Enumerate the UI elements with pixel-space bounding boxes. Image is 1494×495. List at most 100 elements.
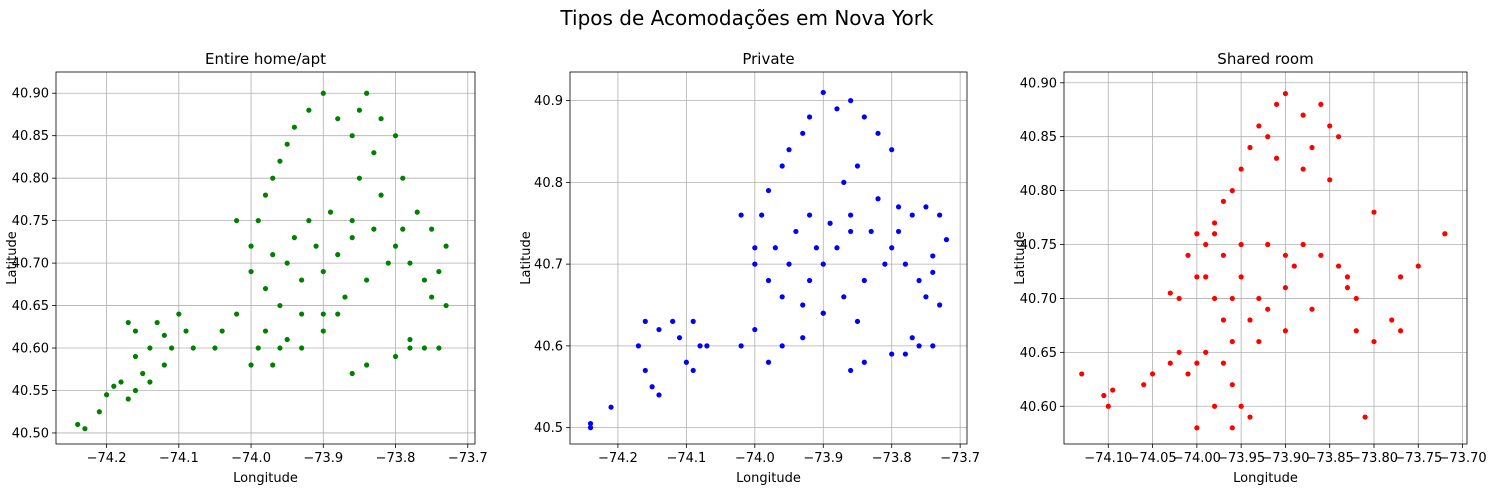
data-point bbox=[882, 261, 888, 267]
data-point bbox=[1265, 241, 1271, 248]
x-tick-label: −73.85 bbox=[1306, 451, 1354, 466]
data-point bbox=[820, 310, 826, 316]
data-point bbox=[697, 343, 703, 349]
data-point bbox=[436, 268, 442, 275]
data-point bbox=[320, 328, 326, 334]
data-point bbox=[1397, 328, 1404, 334]
data-point bbox=[827, 220, 833, 226]
data-point bbox=[800, 302, 806, 308]
data-point bbox=[335, 116, 341, 122]
data-point bbox=[656, 326, 662, 333]
data-point bbox=[676, 335, 683, 341]
y-tick-label: 40.9 bbox=[534, 94, 563, 109]
y-tick-label: 40.75 bbox=[1020, 238, 1057, 253]
data-point bbox=[1265, 306, 1271, 312]
data-point bbox=[848, 98, 854, 104]
data-point bbox=[132, 387, 139, 394]
data-point bbox=[421, 277, 428, 283]
y-axis-label: Latitude bbox=[519, 231, 534, 285]
y-tick-label: 40.50 bbox=[12, 426, 49, 441]
y-tick-label: 40.60 bbox=[12, 342, 49, 357]
data-point bbox=[262, 192, 269, 198]
data-point bbox=[140, 370, 146, 377]
x-tick-label: −73.7 bbox=[448, 451, 488, 466]
data-point bbox=[212, 345, 218, 351]
x-tick-label: −74.1 bbox=[666, 451, 706, 466]
data-point bbox=[779, 163, 785, 169]
data-point bbox=[392, 133, 399, 139]
data-point bbox=[407, 336, 413, 343]
data-point bbox=[161, 332, 167, 338]
y-tick-label: 40.5 bbox=[534, 421, 563, 436]
data-point bbox=[349, 370, 355, 377]
data-point bbox=[443, 302, 449, 309]
data-point bbox=[255, 218, 261, 224]
y-axis-label: Latitude bbox=[5, 231, 20, 285]
data-point bbox=[183, 328, 189, 334]
data-point bbox=[1300, 166, 1306, 172]
y-tick-label: 40.60 bbox=[1020, 400, 1057, 415]
data-point bbox=[704, 343, 710, 349]
data-point bbox=[909, 335, 915, 341]
data-point bbox=[1211, 231, 1218, 237]
data-point bbox=[642, 318, 648, 324]
data-point bbox=[752, 326, 758, 333]
data-point bbox=[1211, 295, 1218, 302]
data-point bbox=[868, 228, 874, 235]
x-tick-label: −73.9 bbox=[303, 451, 343, 466]
data-point bbox=[1229, 338, 1235, 345]
data-point bbox=[429, 294, 435, 300]
data-point bbox=[291, 124, 297, 130]
x-tick-label: −74.0 bbox=[735, 451, 775, 466]
x-tick-label: −74.05 bbox=[1129, 451, 1177, 466]
data-point bbox=[219, 328, 225, 334]
data-point bbox=[793, 228, 799, 235]
data-point bbox=[1220, 198, 1227, 204]
data-point bbox=[255, 345, 261, 351]
data-point bbox=[364, 277, 370, 283]
data-point bbox=[1327, 123, 1333, 129]
data-point bbox=[277, 302, 283, 309]
y-tick-label: 40.65 bbox=[1020, 346, 1057, 361]
data-point bbox=[96, 409, 102, 415]
data-point bbox=[1247, 144, 1253, 151]
data-point bbox=[889, 351, 895, 357]
data-point bbox=[168, 345, 175, 351]
data-point bbox=[392, 243, 399, 249]
data-point bbox=[861, 114, 867, 120]
data-point bbox=[1194, 360, 1200, 366]
data-point bbox=[1176, 349, 1182, 355]
data-point bbox=[400, 175, 406, 181]
x-tick-label: −74.1 bbox=[159, 451, 199, 466]
data-point bbox=[683, 359, 689, 365]
data-point bbox=[125, 396, 131, 402]
data-point bbox=[103, 392, 110, 398]
y-tick-label: 40.6 bbox=[534, 339, 563, 354]
data-point bbox=[125, 319, 131, 326]
subplot-title: Entire home/apt bbox=[205, 50, 326, 68]
data-point bbox=[313, 243, 319, 249]
data-point bbox=[349, 218, 355, 224]
data-point bbox=[1167, 360, 1173, 366]
data-point bbox=[443, 243, 449, 249]
data-point bbox=[608, 404, 614, 410]
data-point bbox=[364, 90, 370, 96]
x-tick-label: −73.95 bbox=[1217, 451, 1265, 466]
data-point bbox=[861, 277, 867, 284]
y-tick-label: 40.90 bbox=[1020, 76, 1057, 91]
data-point bbox=[806, 212, 813, 218]
data-point bbox=[875, 130, 881, 136]
data-point bbox=[1105, 403, 1111, 409]
data-point bbox=[752, 261, 758, 267]
data-point bbox=[132, 353, 139, 360]
data-point bbox=[392, 353, 399, 360]
data-point bbox=[738, 343, 744, 349]
data-point bbox=[649, 384, 655, 390]
x-tick-label: −74.0 bbox=[231, 451, 271, 466]
data-point bbox=[930, 343, 936, 349]
data-point bbox=[1238, 274, 1244, 280]
y-tick-label: 40.7 bbox=[534, 258, 563, 273]
subplot-title: Shared room bbox=[1217, 50, 1313, 68]
data-point bbox=[1442, 231, 1448, 237]
